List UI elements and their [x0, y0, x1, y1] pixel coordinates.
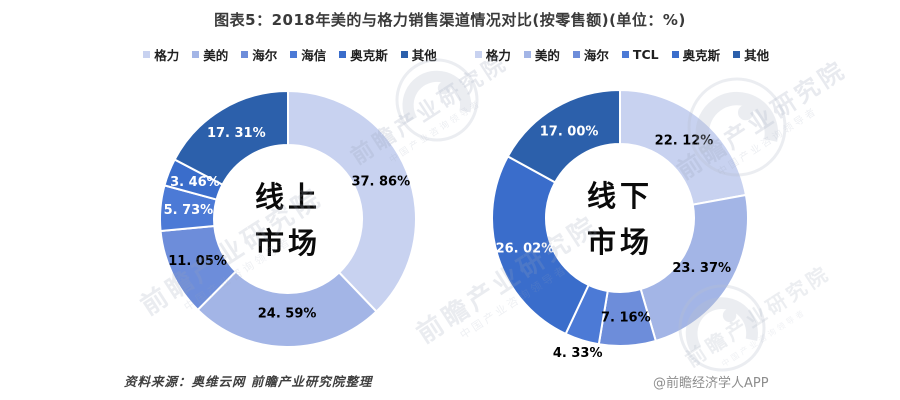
legend-label: 奥克斯 [682, 48, 721, 63]
legend-label: 海尔 [583, 48, 609, 63]
slice-label-格力: 22. 12% [655, 134, 714, 149]
donut-offline: 22. 12% 23. 37% 7. 16% 4. 33% 26. 02% 17. 00%… [491, 88, 749, 361]
legend-marker [290, 51, 298, 58]
legend-marker [621, 51, 629, 58]
donut-center-label: 市场 [255, 226, 321, 260]
legend-item-其他: 其他 [400, 45, 437, 64]
donut-slice-其他 [173, 89, 289, 186]
slice-label-美的: 24. 59% [258, 307, 317, 322]
legend-item-海尔: 海尔 [572, 45, 609, 64]
legend-label: 格力 [154, 48, 180, 63]
donut-center-label: 线下 [587, 179, 653, 213]
slice-label-奥克斯: 3. 46% [170, 175, 220, 190]
slice-label-海信: 5. 73% [164, 203, 214, 218]
legend-item-其他: 其他 [733, 45, 769, 64]
legend-marker [192, 51, 200, 58]
legend-item-TCL: TCL [621, 47, 659, 62]
legend-marker [339, 51, 347, 58]
donut-slice-格力 [287, 89, 417, 313]
legend-label: 海信 [301, 48, 327, 63]
donut-slice-其他 [506, 88, 621, 184]
legend-item-海信: 海信 [290, 45, 326, 64]
credit-watermark: @前瞻经济学人APP [653, 376, 769, 391]
slice-label-海尔: 11. 05% [168, 254, 227, 269]
slice-label-美的: 23. 37% [672, 261, 731, 276]
legend-item-奥克斯: 奥克斯 [671, 45, 721, 64]
chart-title: 图表5：2018年美的与格力销售渠道情况对比(按零售额)(单位：%) [214, 11, 686, 29]
legend-label: 奥克斯 [350, 48, 388, 63]
slice-label-其他: 17. 31% [207, 126, 266, 141]
donut-slice-美的 [196, 270, 378, 348]
legend-label: 其他 [744, 48, 770, 63]
legend-marker [400, 51, 408, 58]
donut-center-label: 市场 [587, 225, 653, 259]
slice-label-格力: 37. 86% [351, 174, 410, 189]
legend-marker [241, 51, 249, 58]
legend-label: TCL [632, 47, 659, 62]
watermark-logo [687, 77, 787, 177]
slice-label-其他: 17. 00% [540, 124, 599, 139]
legend-marker [671, 51, 679, 58]
legend-marker [474, 51, 482, 58]
legend-marker [733, 51, 741, 58]
legend-online: 格力 美的 海尔 海信 奥克斯 其他 [118, 45, 462, 64]
watermark-text: 前瞻产业研究院 [346, 49, 513, 170]
donut-online: 37. 86% 24. 59% 11. 05% 5. 73% 3. 46% 17. 31%… [159, 89, 417, 348]
legend-marker [572, 51, 580, 58]
donut-center-label: 线上 [255, 180, 321, 214]
legend-label: 格力 [485, 48, 511, 63]
legend-item-格力: 格力 [474, 45, 511, 64]
legend-item-海尔: 海尔 [241, 45, 277, 64]
legend-offline: 格力 美的 海尔 TCL 奥克斯 其他 [450, 45, 794, 64]
legend-item-奥克斯: 奥克斯 [339, 45, 388, 64]
donut-slice-奥克斯 [491, 154, 590, 336]
legend-label: 海尔 [252, 48, 278, 63]
watermark-logo [678, 284, 766, 372]
legend-label: 其他 [411, 48, 437, 63]
legend-label: 美的 [203, 48, 229, 63]
slice-label-TCL: 4. 33% [553, 346, 603, 361]
legend-label: 美的 [534, 48, 560, 63]
legend-item-格力: 格力 [143, 45, 179, 64]
legend-item-美的: 美的 [523, 45, 560, 64]
slice-label-海尔: 7. 16% [601, 310, 651, 325]
source-note: 资料来源：奥维云网 前瞻产业研究院整理 [124, 374, 373, 389]
legend-marker [523, 51, 531, 58]
legend-item-美的: 美的 [192, 45, 228, 64]
slice-label-奥克斯: 26. 02% [496, 242, 555, 257]
watermark-logo [395, 58, 479, 142]
legend-marker [143, 51, 151, 58]
